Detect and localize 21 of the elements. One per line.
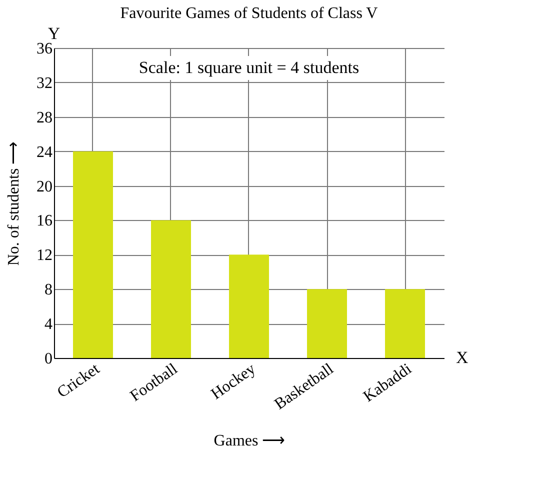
y-tick-label: 32 — [36, 74, 52, 92]
y-axis-title: No. of students ⟶ — [6, 141, 22, 266]
text: Y — [48, 24, 60, 43]
bar — [229, 254, 269, 358]
y-tick-label: 0 — [44, 350, 52, 368]
y-tick-label: 36 — [36, 40, 52, 58]
y-tick-label: 8 — [44, 282, 52, 299]
y-tick-label: 4 — [44, 316, 52, 334]
y-tick-label: 28 — [36, 109, 52, 126]
chart-title: Favourite Games of Students of Class V — [120, 5, 378, 22]
bar — [385, 289, 425, 358]
y-tick-label: 20 — [36, 178, 52, 196]
annotation: Scale: 1 square unit = 4 students — [138, 58, 360, 77]
y-tick-label: 12 — [36, 247, 52, 264]
bar — [151, 220, 191, 358]
y-tick-label: 24 — [36, 144, 52, 161]
bar — [307, 289, 347, 358]
x-axis-title: Games ⟶ — [214, 432, 286, 450]
y-tick-label: 16 — [36, 212, 52, 230]
bar — [73, 151, 113, 358]
text: X — [456, 348, 468, 367]
